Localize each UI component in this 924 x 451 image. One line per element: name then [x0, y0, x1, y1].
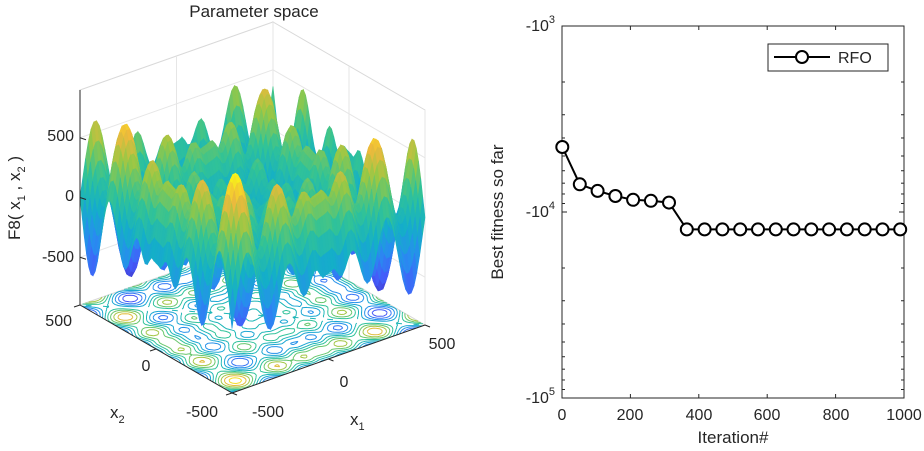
- z-tick-mark: [79, 256, 87, 260]
- z-tick-mark: [79, 137, 87, 141]
- x-tick-label: 500: [429, 336, 456, 353]
- surface-title: Parameter space: [189, 2, 318, 21]
- z-tick-label: 500: [47, 128, 74, 145]
- x-tick-label: -500: [252, 404, 284, 421]
- x-axis-label: x1: [350, 410, 365, 433]
- x-tick-mark: [231, 392, 238, 396]
- y-tick-label: -500: [186, 404, 218, 421]
- axes-box-front: [73, 90, 431, 396]
- convergence-plot: -103 -104 -105 0 200 400 600 800 1000 It…: [488, 14, 922, 447]
- y-tick-mark: [149, 348, 157, 352]
- surface-mesh: [79, 84, 426, 331]
- contour-line: [117, 313, 383, 386]
- z-tick-label: 0: [65, 188, 74, 205]
- contour-line: [228, 377, 243, 384]
- z-axis-label: F8( x1 , x2 ): [5, 156, 28, 240]
- z-tick-label: -500: [42, 249, 74, 266]
- axis-ticks: [561, 25, 905, 399]
- x-tick-mark: [328, 358, 334, 362]
- surface-facet: [229, 288, 236, 329]
- surface-plot: Parameter space 500 0 -500 F8( x1 , x2 )…: [5, 2, 455, 433]
- y-tick-mark: [73, 304, 81, 308]
- plot-area: [561, 25, 905, 399]
- z-tick-mark: [79, 197, 87, 200]
- y-axis-label: x2: [110, 403, 125, 426]
- y-tick-label: 0: [142, 358, 151, 375]
- x-tick-mark: [424, 324, 431, 328]
- y-tick-mark: [225, 392, 233, 396]
- x-tick-label: 0: [340, 374, 349, 391]
- contour-line: [88, 249, 419, 388]
- y-tick-label: 500: [45, 313, 72, 330]
